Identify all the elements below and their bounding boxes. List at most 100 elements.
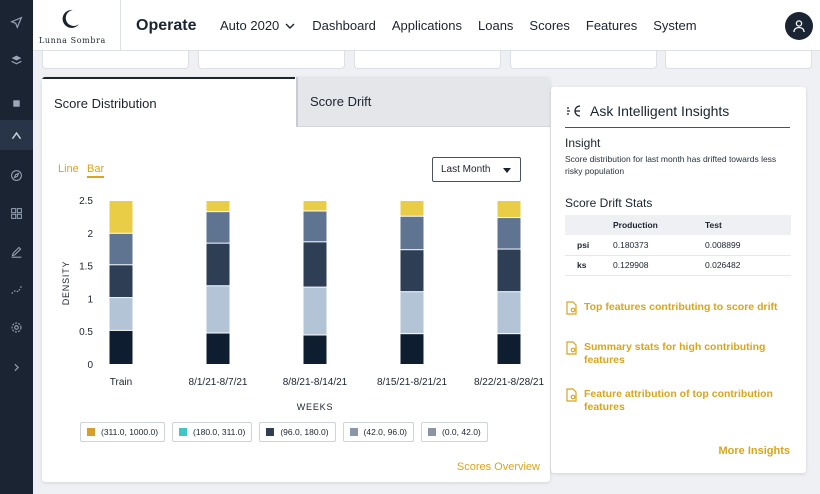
more-insights-link[interactable]: More Insights bbox=[718, 445, 790, 457]
bar-segment bbox=[400, 292, 424, 334]
period-dropdown[interactable]: Last Month bbox=[432, 157, 521, 182]
nav-features[interactable]: Features bbox=[585, 18, 638, 33]
drift-stats-table: Production Test psi 0.180373 0.008899 ks… bbox=[565, 215, 791, 276]
bar-segment bbox=[400, 216, 424, 250]
bar-segment bbox=[109, 265, 133, 298]
compass-icon[interactable] bbox=[0, 160, 33, 190]
caret-down-icon bbox=[503, 168, 511, 173]
nav-scores[interactable]: Scores bbox=[529, 18, 570, 33]
column-header bbox=[565, 215, 613, 235]
app-title: Operate bbox=[136, 17, 197, 34]
summary-card bbox=[198, 51, 345, 69]
legend-swatch bbox=[266, 428, 275, 436]
bar-segment bbox=[497, 334, 521, 364]
summary-card bbox=[354, 51, 501, 69]
bar-segment bbox=[400, 201, 424, 216]
document-search-icon bbox=[566, 301, 577, 315]
bar-segment bbox=[303, 335, 327, 364]
document-search-icon bbox=[566, 388, 577, 402]
bar-segment bbox=[303, 201, 327, 211]
y-tick-label: 1 bbox=[87, 294, 93, 305]
x-tick-label: 8/8/21-8/14/21 bbox=[283, 377, 348, 388]
user-icon bbox=[793, 20, 805, 33]
cell-value: 0.008899 bbox=[705, 235, 791, 256]
legend-swatch bbox=[349, 428, 358, 436]
bar-segment bbox=[400, 334, 424, 364]
chart-legend: (311.0, 1000.0) (180.0, 311.0) (96.0, 180.… bbox=[80, 422, 495, 442]
brand-logo[interactable]: Lunna Sombra bbox=[33, 0, 121, 51]
nav-applications[interactable]: Applications bbox=[391, 18, 462, 33]
bar-toggle[interactable]: Bar bbox=[87, 163, 105, 178]
send-icon[interactable] bbox=[0, 7, 33, 37]
y-tick-label: 0 bbox=[87, 360, 93, 371]
legend-item[interactable]: (180.0, 311.0) bbox=[172, 422, 253, 442]
legend-item[interactable]: (0.0, 42.0) bbox=[421, 422, 488, 442]
column-header: Production bbox=[613, 215, 705, 235]
bar-segment bbox=[206, 201, 230, 212]
x-tick-label: 8/1/21-8/7/21 bbox=[189, 377, 248, 388]
x-tick-label: Train bbox=[110, 377, 132, 388]
tab-score-drift[interactable]: Score Drift bbox=[296, 77, 550, 127]
expand-icon[interactable] bbox=[0, 352, 33, 382]
insight-link-label: Feature attribution of top contribution … bbox=[584, 388, 773, 413]
table-header-row: Production Test bbox=[565, 215, 791, 235]
insight-link-top-features[interactable]: Top features contributing to score drift bbox=[566, 301, 791, 315]
legend-item[interactable]: (42.0, 96.0) bbox=[342, 422, 415, 442]
period-dropdown-value: Last Month bbox=[441, 164, 491, 175]
bar-segment bbox=[109, 233, 133, 265]
row-label: psi bbox=[565, 235, 613, 256]
layers-icon[interactable] bbox=[0, 45, 33, 75]
divider bbox=[565, 127, 790, 128]
tab-score-distribution[interactable]: Score Distribution bbox=[42, 77, 295, 127]
insights-header: Ask Intelligent Insights bbox=[566, 103, 729, 119]
table-row: ks 0.129908 0.026482 bbox=[565, 255, 791, 276]
x-tick-label: 8/15/21-8/21/21 bbox=[377, 377, 447, 388]
table-row: psi 0.180373 0.008899 bbox=[565, 235, 791, 256]
square-icon[interactable] bbox=[0, 88, 33, 118]
insight-text: Score distribution for last month has dr… bbox=[565, 154, 777, 176]
y-tick-label: 0.5 bbox=[79, 327, 93, 338]
nav-system[interactable]: System bbox=[653, 18, 697, 33]
insight-link-feature-attribution[interactable]: Feature attribution of top contribution … bbox=[566, 388, 791, 414]
row-label: ks bbox=[565, 255, 613, 276]
bar-segment bbox=[497, 218, 521, 249]
cell-value: 0.026482 bbox=[705, 255, 791, 276]
y-axis-label: DENSITY bbox=[61, 261, 71, 306]
x-tick-label: 8/22/21-8/28/21 bbox=[474, 377, 544, 388]
column-header: Test bbox=[705, 215, 791, 235]
summary-card bbox=[42, 51, 189, 69]
nav-dashboard[interactable]: Dashboard bbox=[312, 18, 376, 33]
bar-segment bbox=[206, 333, 230, 364]
edit-icon[interactable] bbox=[0, 236, 33, 266]
bar-segment bbox=[497, 292, 521, 334]
top-header: Lunna Sombra Operate Auto 2020 Dashboard… bbox=[33, 0, 820, 51]
legend-label: (96.0, 180.0) bbox=[280, 427, 329, 437]
bar-segment bbox=[497, 249, 521, 292]
bar-segment bbox=[303, 242, 327, 287]
trend-icon[interactable] bbox=[0, 274, 33, 304]
legend-label: (311.0, 1000.0) bbox=[101, 427, 159, 437]
insight-link-label: Summary stats for high contributing feat… bbox=[584, 341, 766, 366]
settings-icon[interactable] bbox=[0, 312, 33, 342]
summary-card bbox=[665, 51, 812, 69]
grid-icon[interactable] bbox=[0, 198, 33, 228]
legend-item[interactable]: (311.0, 1000.0) bbox=[80, 422, 166, 442]
y-tick-label: 1.5 bbox=[79, 262, 93, 273]
insights-icon bbox=[567, 105, 581, 117]
score-chart-card: Score Distribution Score Drift Line Bar … bbox=[42, 77, 550, 482]
legend-label: (0.0, 42.0) bbox=[442, 427, 481, 437]
x-axis-label: WEEKS bbox=[297, 402, 334, 412]
user-avatar[interactable] bbox=[785, 12, 813, 40]
scores-overview-link[interactable]: Scores Overview bbox=[456, 461, 540, 473]
nav-loans[interactable]: Loans bbox=[478, 18, 514, 33]
insight-link-summary-stats[interactable]: Summary stats for high contributing feat… bbox=[566, 341, 791, 367]
legend-item[interactable]: (96.0, 180.0) bbox=[259, 422, 336, 442]
model-selector[interactable]: Auto 2020 bbox=[220, 18, 296, 33]
model-selector-label: Auto 2020 bbox=[220, 18, 280, 33]
triangle-icon[interactable] bbox=[0, 120, 33, 150]
line-toggle[interactable]: Line bbox=[58, 163, 79, 175]
insight-link-label: Top features contributing to score drift bbox=[584, 301, 778, 313]
bar-segment bbox=[206, 286, 230, 333]
stats-heading: Score Drift Stats bbox=[565, 196, 653, 210]
bar-segment bbox=[109, 330, 133, 364]
